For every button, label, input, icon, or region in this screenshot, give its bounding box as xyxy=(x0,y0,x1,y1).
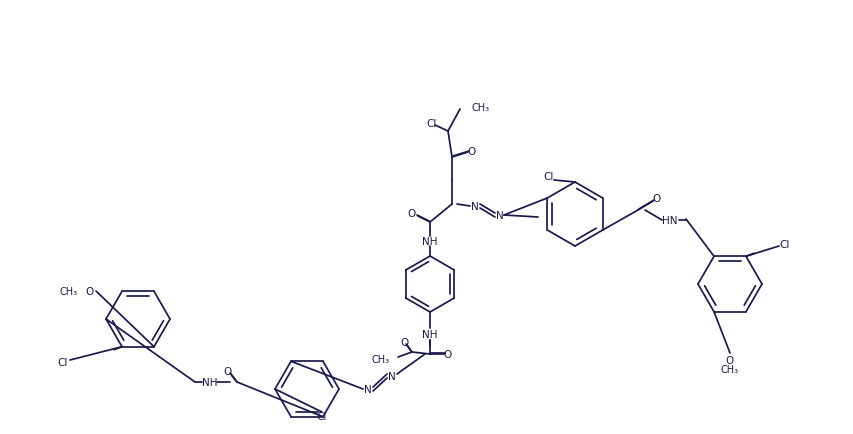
Text: N: N xyxy=(471,201,479,211)
Text: O: O xyxy=(223,366,232,376)
Text: N: N xyxy=(363,384,371,394)
Text: O: O xyxy=(86,286,94,296)
Text: HN: HN xyxy=(661,216,677,226)
Text: O: O xyxy=(400,337,409,347)
Text: CH₃: CH₃ xyxy=(371,354,390,364)
Text: Cl: Cl xyxy=(58,357,68,367)
Text: N: N xyxy=(387,371,396,381)
Text: O: O xyxy=(444,349,451,359)
Text: Cl: Cl xyxy=(426,119,437,129)
Text: CH₃: CH₃ xyxy=(720,364,738,374)
Text: CH₃: CH₃ xyxy=(472,103,490,113)
Text: O: O xyxy=(725,355,734,365)
Text: O: O xyxy=(408,208,415,218)
Text: Cl: Cl xyxy=(543,171,554,181)
Text: NH: NH xyxy=(421,237,438,247)
Text: NH: NH xyxy=(421,329,438,339)
Text: Cl: Cl xyxy=(316,411,327,421)
Text: Cl: Cl xyxy=(779,240,789,250)
Text: CH₃: CH₃ xyxy=(60,286,78,296)
Text: NH: NH xyxy=(202,377,218,387)
Text: O: O xyxy=(467,147,476,157)
Text: N: N xyxy=(496,210,503,220)
Text: O: O xyxy=(652,194,660,204)
